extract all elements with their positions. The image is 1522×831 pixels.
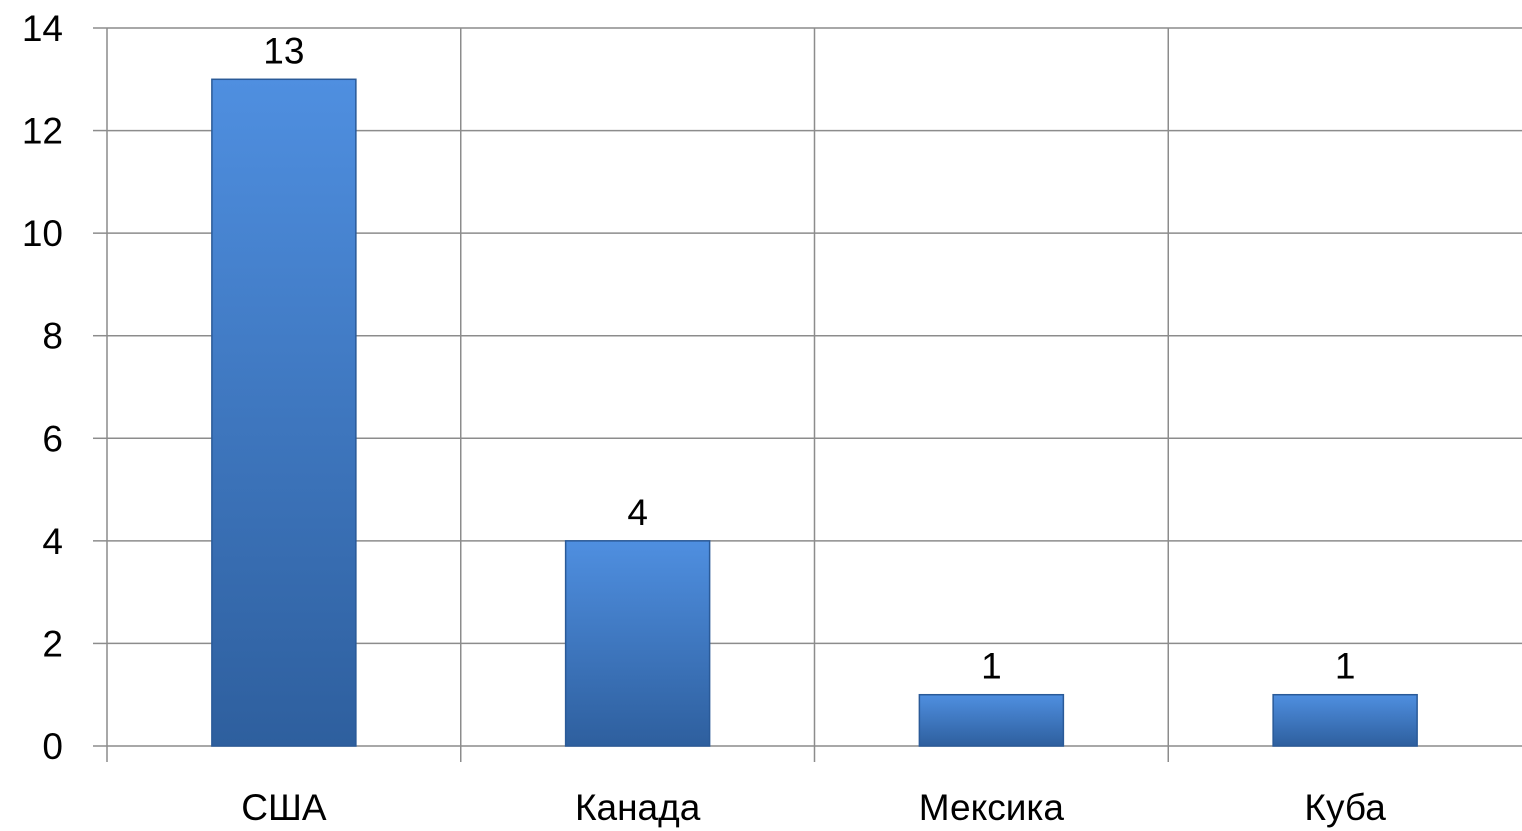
y-tick-label: 2 <box>42 623 63 664</box>
x-category-label: США <box>241 787 327 828</box>
y-tick-label: 8 <box>42 316 63 357</box>
bar-0 <box>211 78 357 747</box>
x-category-label: Мексика <box>919 787 1065 828</box>
labels: 0 2 4 6 8 10 12 14 13 США 4 Канада 1 Мексика 1 Куба <box>22 8 1386 828</box>
y-tick-label: 6 <box>42 418 63 459</box>
y-tick-label: 0 <box>42 726 63 767</box>
data-label: 1 <box>1335 646 1356 687</box>
data-label: 4 <box>627 492 648 533</box>
y-tick-label: 12 <box>22 111 63 152</box>
bars <box>211 78 1418 747</box>
y-tick-label: 14 <box>22 8 63 49</box>
data-label: 13 <box>263 30 304 71</box>
y-tick-label: 10 <box>22 213 63 254</box>
y-tick-label: 4 <box>42 521 63 562</box>
bar-3 <box>1272 693 1418 747</box>
bar-2 <box>918 693 1065 747</box>
data-label: 1 <box>981 646 1002 687</box>
x-category-label: Куба <box>1304 787 1386 828</box>
x-category-label: Канада <box>575 787 701 828</box>
bar-1 <box>564 540 711 747</box>
